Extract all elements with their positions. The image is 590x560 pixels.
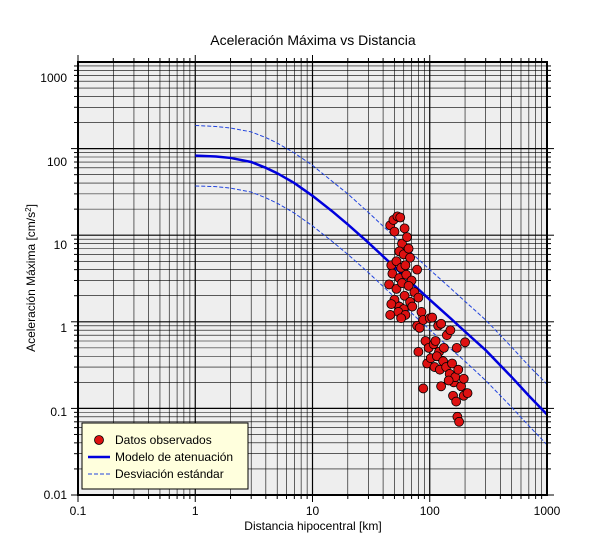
data-point: [400, 260, 411, 271]
x-axis-label: Distancia hipocentral [km]: [244, 519, 381, 533]
data-point: [438, 342, 449, 353]
data-point: [395, 212, 406, 223]
data-point: [436, 318, 447, 329]
y-axis-label-sup: 2: [24, 207, 33, 212]
data-point: [447, 358, 457, 369]
data-point: [412, 264, 423, 275]
data-point: [451, 342, 462, 353]
x-tick-label: 100: [420, 504, 440, 518]
data-point: [460, 337, 470, 348]
data-point: [396, 313, 407, 324]
data-point: [389, 226, 400, 237]
data-point: [386, 299, 397, 310]
curves: [195, 124, 548, 446]
grid: [77, 62, 547, 496]
ticks: [71, 55, 554, 502]
y-axis-label-main: Aceleración Máxima [cm/s: [24, 212, 38, 352]
data-point: [387, 268, 398, 279]
legend-label: Modelo de atenuación: [115, 450, 233, 464]
data-point: [453, 364, 464, 375]
data-point: [454, 416, 465, 427]
y-tick-label: 100: [47, 155, 67, 169]
y-tick-labels: 0.01 0.1 1 10 100 1000: [40, 71, 67, 502]
legend-marker-points: [94, 435, 104, 445]
data-point: [413, 346, 424, 357]
y-tick-label: 10: [54, 238, 68, 252]
x-tick-label: 1: [192, 504, 199, 518]
data-point: [403, 280, 414, 291]
data-point: [399, 223, 410, 234]
data-point: [436, 381, 447, 392]
data-point: [402, 232, 412, 243]
x-tick-labels: 0.1 1 10 100 1000: [70, 504, 561, 518]
data-point: [385, 310, 396, 320]
data-point: [413, 292, 424, 303]
data-point: [384, 279, 394, 290]
x-tick-label: 1000: [534, 504, 561, 518]
deviation-lower-line: [195, 185, 548, 446]
data-point: [418, 383, 429, 394]
data-point: [430, 336, 441, 346]
y-tick-label: 0.1: [50, 405, 67, 419]
y-axis-label-end: ]: [24, 204, 38, 207]
data-point: [399, 290, 410, 301]
legend: Datos observados Modelo de atenuación De…: [81, 422, 249, 490]
data-point: [405, 252, 416, 263]
chart-title: Aceleración Máxima vs Distancia: [210, 32, 416, 48]
data-point: [427, 312, 438, 323]
data-point: [458, 373, 469, 384]
data-point: [451, 396, 462, 407]
y-tick-label: 0.01: [44, 488, 68, 502]
data-point: [414, 323, 425, 333]
data-point: [443, 375, 454, 386]
data-point: [391, 256, 402, 267]
data-point: [416, 307, 427, 317]
data-points: [384, 211, 473, 427]
data-point: [445, 325, 456, 336]
legend-label: Desviación estándar: [115, 467, 224, 481]
data-point: [403, 243, 414, 254]
y-tick-label: 1000: [40, 71, 67, 85]
data-point: [407, 301, 418, 312]
deviation-upper-line: [195, 124, 548, 385]
data-point: [462, 388, 473, 399]
y-tick-label: 1: [60, 321, 67, 335]
x-tick-label: 0.1: [70, 504, 87, 518]
x-tick-label: 10: [306, 504, 320, 518]
model-line: [195, 154, 548, 416]
legend-label: Datos observados: [115, 433, 212, 447]
y-axis-label: Aceleración Máxima [cm/s2]: [24, 204, 39, 352]
